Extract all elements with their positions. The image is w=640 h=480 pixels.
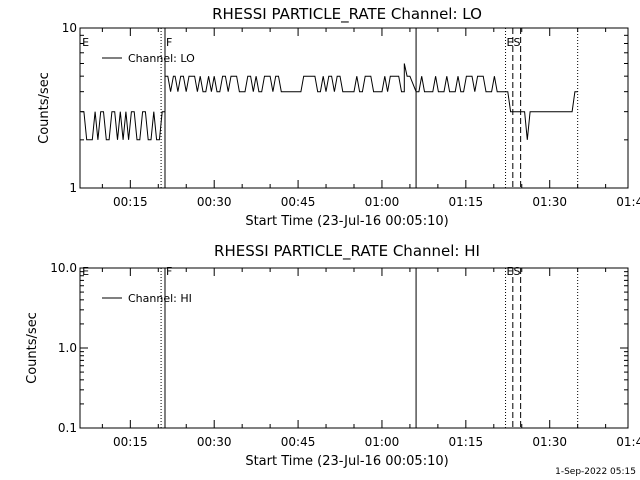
- lo-x-tick-label: 00:45: [281, 195, 316, 209]
- lo-x-tick-label: 01:30: [532, 195, 567, 209]
- hi-x-tick-label: 01:00: [365, 435, 400, 449]
- lo-x-axis-label: Start Time (23-Jul-16 00:05:10): [245, 214, 448, 229]
- lo-x-tick-label: 01:45: [616, 195, 640, 209]
- hi-marker-label: F: [166, 265, 172, 278]
- lo-marker-label: F: [166, 36, 172, 49]
- lo-series-line: [81, 63, 578, 141]
- generation-timestamp: 1-Sep-2022 05:15: [555, 467, 636, 477]
- hi-marker-label: E: [82, 265, 89, 278]
- lo-y-tick-label: 1: [69, 181, 77, 195]
- lo-marker-label: ES: [507, 36, 521, 49]
- hi-x-tick-label: 00:15: [113, 435, 148, 449]
- hi-x-tick-label: 01:30: [532, 435, 567, 449]
- hi-chart-title: RHESSI PARTICLE_RATE Channel: HI: [214, 242, 480, 261]
- hi-y-tick-label: 0.1: [58, 421, 77, 435]
- lo-marker-label: E: [82, 36, 89, 49]
- lo-y-tick-label: 10: [62, 21, 77, 35]
- hi-y-tick-label: 1.0: [58, 341, 77, 355]
- lo-chart-title: RHESSI PARTICLE_RATE Channel: LO: [212, 5, 482, 24]
- hi-y-tick-label: 10.0: [50, 261, 77, 275]
- lo-x-tick-label: 01:00: [365, 195, 400, 209]
- hi-x-tick-label: 00:45: [281, 435, 316, 449]
- hi-x-axis-label: Start Time (23-Jul-16 00:05:10): [245, 454, 448, 469]
- lo-y-axis-label: Counts/sec: [37, 72, 52, 144]
- hi-x-tick-label: 01:45: [616, 435, 640, 449]
- lo-x-tick-label: 00:15: [113, 195, 148, 209]
- lo-x-tick-label: 01:15: [449, 195, 484, 209]
- hi-legend-label: Channel: HI: [128, 292, 192, 305]
- hi-x-tick-label: 01:15: [449, 435, 484, 449]
- lo-channel-panel: RHESSI PARTICLE_RATE Channel: LO Start T…: [37, 5, 640, 229]
- hi-y-axis-label: Counts/sec: [25, 312, 40, 384]
- hi-marker-label: ES: [507, 265, 521, 278]
- hi-x-tick-label: 00:30: [197, 435, 232, 449]
- lo-x-tick-label: 00:30: [197, 195, 232, 209]
- hi-channel-panel: RHESSI PARTICLE_RATE Channel: HI Start T…: [25, 242, 640, 469]
